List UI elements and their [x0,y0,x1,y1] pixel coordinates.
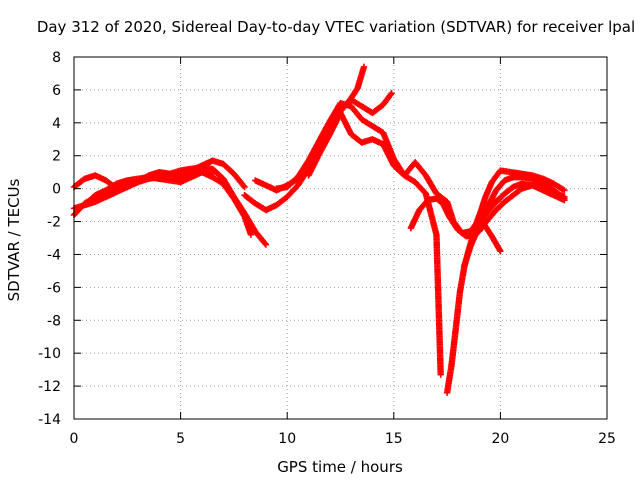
data-point [209,170,216,178]
x-tick-label: 20 [491,431,509,447]
x-axis-label: GPS time / hours [277,458,403,476]
series-track-7 [273,99,444,378]
y-tick-label: -10 [38,346,61,362]
plot-border [73,56,608,420]
y-axis-label: SDTVAR / TECUs [5,178,23,301]
chart-title: Day 312 of 2020, Sidereal Day-to-day VTE… [37,18,635,36]
y-tick-label: -6 [47,280,61,296]
data-point [240,182,247,189]
y-tick-label: -2 [47,215,61,231]
y-tick-label: 8 [52,50,61,66]
data-point [241,183,248,191]
data-point [559,186,567,193]
data-point [262,241,270,248]
y-tick-label: 2 [52,149,61,165]
x-tick-label: 15 [385,431,403,447]
data-point [387,91,394,98]
series-track-4 [83,168,216,207]
data-point [388,90,395,97]
x-tick-label: 5 [176,431,185,447]
y-tick-label: 6 [52,83,61,99]
y-tick-label: 0 [52,182,61,198]
y-tick-label: -14 [38,412,61,428]
y-tick-label: -4 [47,247,61,263]
x-tick-label: 10 [278,431,296,447]
data-point [261,240,269,247]
y-tick-label: -12 [38,379,61,395]
x-tick-label: 25 [598,431,616,447]
data-point [437,371,444,378]
data-point [247,231,255,238]
data-point [561,187,568,194]
data-point [497,247,504,255]
axis-ticks: 0 5 10 15 20 25 -14 -12 -10 -8 -6 -4 -2 0 2 4 6 8 [38,50,616,447]
data-point [561,193,568,201]
grid [74,57,607,419]
data-point [360,63,368,71]
y-tick-label: -8 [47,313,61,329]
y-tick-label: 4 [52,116,61,132]
data-points [70,63,568,396]
x-tick-label: 0 [70,431,79,447]
series-track-13 [475,182,568,235]
